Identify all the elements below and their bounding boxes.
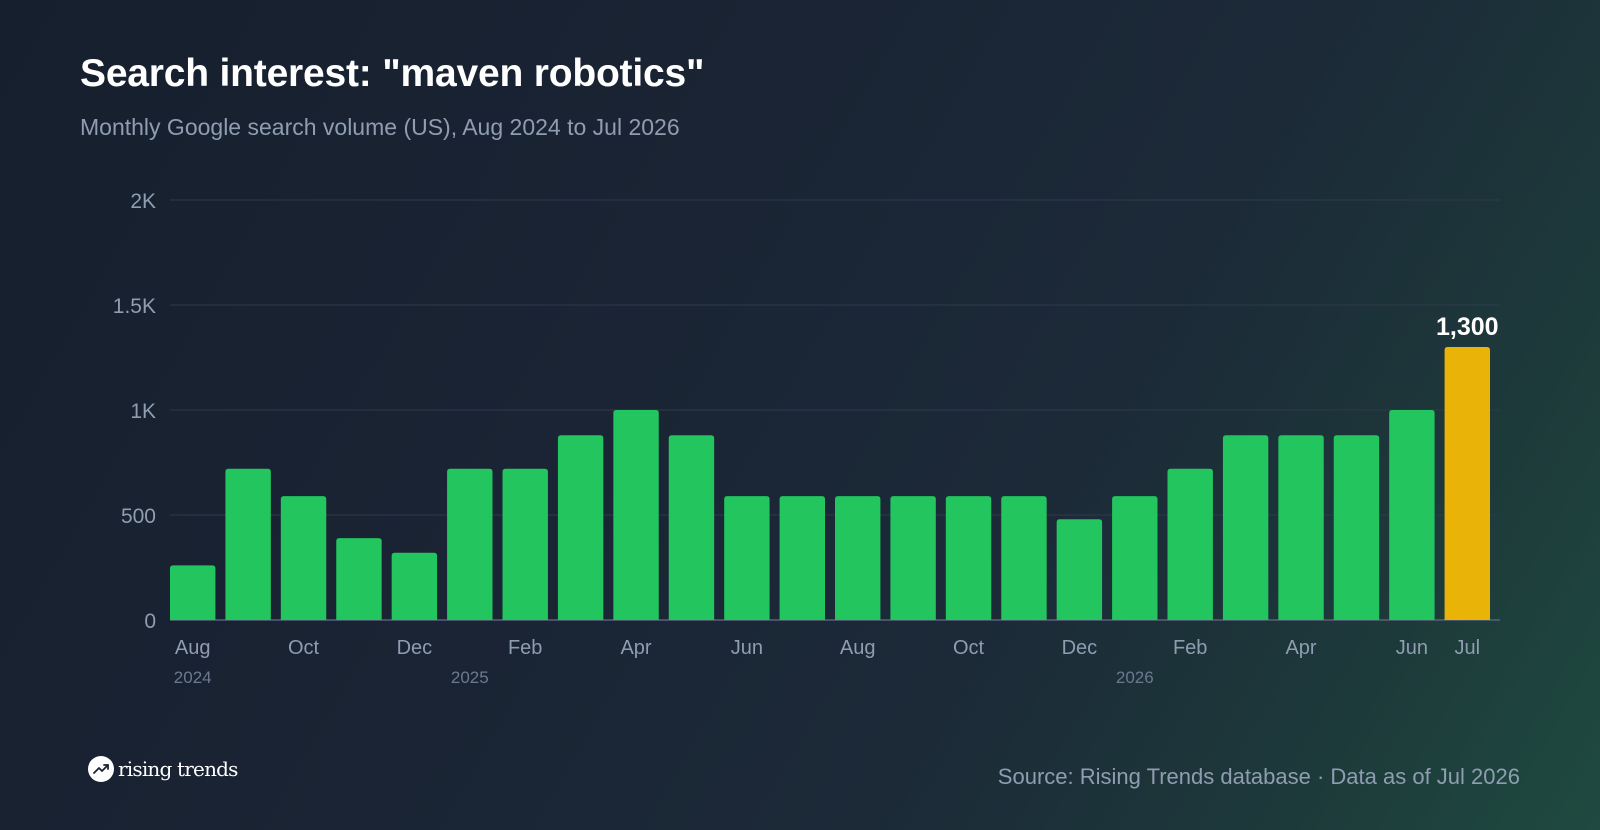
bar	[779, 496, 825, 620]
x-tick-label: Apr	[1285, 637, 1316, 659]
bar	[280, 496, 327, 620]
x-tick-label: Feb	[1173, 637, 1207, 659]
y-tick-label: 1.5K	[113, 295, 156, 318]
bar	[668, 435, 715, 620]
chart-subtitle: Monthly Google search volume (US), Aug 2…	[80, 114, 680, 140]
bar	[1056, 519, 1103, 620]
y-tick-label: 500	[121, 505, 156, 528]
bar	[1112, 496, 1158, 620]
brand-logo: rising trends	[88, 756, 238, 782]
bar-chart: 0 500 1K 1.5K 2K 1,300 Aug Oct Dec Feb Apr Jun Aug Oc…	[113, 190, 1500, 687]
bar	[336, 538, 382, 620]
bar	[724, 496, 770, 620]
data-label: 1,300	[1436, 313, 1499, 341]
x-tick-label: Dec	[397, 637, 433, 659]
source-note: Source: Rising Trends database · Data as…	[997, 764, 1520, 789]
x-tick-label: Feb	[508, 637, 542, 659]
bar	[613, 410, 659, 620]
bar-highlight	[1444, 347, 1490, 620]
bar	[170, 565, 216, 620]
bar	[557, 435, 604, 620]
bar	[502, 468, 548, 620]
bar	[1278, 435, 1324, 620]
bar	[1222, 435, 1269, 620]
bar	[945, 496, 992, 620]
x-tick-label: Oct	[288, 637, 320, 659]
y-tick-label: 2K	[130, 190, 156, 213]
brand-name: rising trends	[118, 757, 238, 781]
bar	[1333, 435, 1380, 620]
x-tick-label: Oct	[953, 637, 985, 659]
bar	[890, 496, 936, 620]
bar	[391, 552, 438, 620]
x-year-label: 2025	[451, 668, 489, 687]
x-tick-label: Aug	[175, 637, 211, 659]
x-tick-label: Jun	[1396, 637, 1428, 659]
x-tick-label: Jul	[1455, 637, 1481, 659]
y-tick-label: 0	[144, 610, 156, 633]
x-tick-label: Dec	[1062, 637, 1098, 659]
y-tick-label: 1K	[130, 400, 156, 423]
bar	[1167, 468, 1213, 620]
bar	[447, 468, 493, 620]
bar	[1389, 410, 1435, 620]
trend-up-icon	[88, 756, 114, 782]
x-year-label: 2026	[1116, 668, 1154, 687]
x-year-label: 2024	[174, 668, 212, 687]
chart-title: Search interest: "maven robotics"	[80, 52, 705, 95]
x-tick-label: Jun	[731, 637, 763, 659]
x-tick-label: Apr	[620, 637, 651, 659]
bar	[1001, 496, 1047, 620]
x-tick-label: Aug	[840, 637, 876, 659]
bar	[225, 468, 271, 620]
bar	[835, 496, 881, 620]
